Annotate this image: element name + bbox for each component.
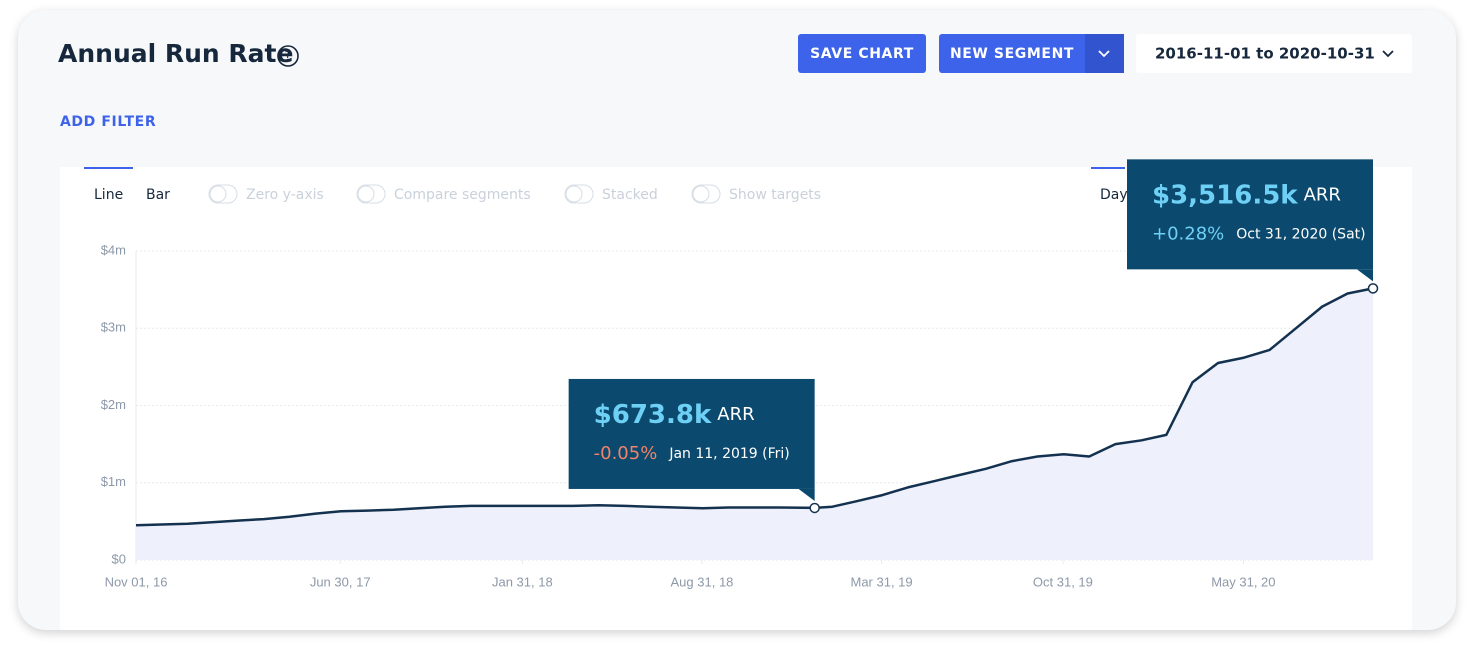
x-tick-label: Jun 30, 17 xyxy=(310,574,371,589)
x-tick-label: Aug 31, 18 xyxy=(671,574,734,589)
date-range-select[interactable] xyxy=(1136,34,1412,73)
tab[interactable]: Line xyxy=(94,187,123,203)
tooltip-change: +0.28% xyxy=(1152,223,1224,244)
tooltip-change: -0.05% xyxy=(594,443,658,464)
y-tick-label: $3m xyxy=(101,320,126,335)
add-filter[interactable]: ADD FILTER xyxy=(60,114,156,130)
point-marker xyxy=(809,502,820,514)
chevron xyxy=(1382,50,1394,58)
toggle-knob xyxy=(357,185,375,203)
toggle-knob xyxy=(565,185,583,203)
tooltip-unit: ARR xyxy=(717,404,754,425)
date-range[interactable]: 2016-11-01 to 2020-10-31 xyxy=(1155,45,1375,63)
toggle-label: Show targets xyxy=(729,187,821,203)
toggle-label: Zero y-axis xyxy=(246,187,324,203)
tooltip-amount: $673.8k xyxy=(594,399,712,429)
area xyxy=(136,288,1373,560)
help-icon[interactable]: ? xyxy=(277,45,299,67)
tab[interactable]: Bar xyxy=(146,187,170,203)
segment-dropdown[interactable] xyxy=(1085,34,1124,73)
period-tab[interactable]: Day xyxy=(1100,187,1128,203)
tooltip-value: $3,516.5k ARR xyxy=(1152,180,1341,210)
x-tick-label: Nov 01, 16 xyxy=(105,574,168,589)
tooltip-amount: $3,516.5k xyxy=(1152,180,1298,210)
x-tick-label: Mar 31, 19 xyxy=(851,574,913,589)
tooltip xyxy=(568,378,815,489)
line xyxy=(135,287,1374,527)
y-tick-label: $1m xyxy=(101,474,126,489)
x-tick-label: May 31, 20 xyxy=(1211,574,1275,589)
save-button-label[interactable]: SAVE CHART xyxy=(810,46,914,62)
tooltip-pointer xyxy=(1357,269,1373,282)
toggle-knob xyxy=(692,185,710,203)
save-button[interactable] xyxy=(798,34,926,73)
tooltip-date: Oct 31, 2020 (Sat) xyxy=(1236,226,1365,242)
y-tick-label: $0 xyxy=(112,551,126,566)
toggle-knob xyxy=(209,185,227,203)
x-tick-label: Oct 31, 19 xyxy=(1033,574,1093,589)
svg-text:?: ? xyxy=(285,50,292,65)
tooltip xyxy=(1127,159,1373,270)
toggle[interactable] xyxy=(356,184,386,204)
toggle[interactable] xyxy=(691,184,721,204)
toggle[interactable] xyxy=(208,184,238,204)
tooltip-date: Jan 11, 2019 (Fri) xyxy=(668,446,789,462)
tooltip-pointer xyxy=(798,488,815,501)
chevron xyxy=(1098,50,1110,58)
y-tick-label: $2m xyxy=(101,397,126,412)
toggle-label: Compare segments xyxy=(394,187,531,203)
point-marker xyxy=(1367,283,1379,294)
segment-button[interactable] xyxy=(939,34,1124,73)
segment-button-label[interactable]: NEW SEGMENT xyxy=(950,46,1074,62)
tooltip-detail: +0.28% Oct 31, 2020 (Sat) xyxy=(1152,223,1366,244)
tooltip-detail: -0.05% Jan 11, 2019 (Fri) xyxy=(594,443,790,464)
y-tick-label: $4m xyxy=(101,242,126,257)
toggle-label: Stacked xyxy=(602,187,658,203)
x-tick-label: Jan 31, 18 xyxy=(492,574,553,589)
tooltip-unit: ARR xyxy=(1304,184,1341,205)
title: Annual Run Rate xyxy=(58,39,293,68)
toggle[interactable] xyxy=(564,184,594,204)
tooltip-value: $673.8k ARR xyxy=(594,399,755,429)
